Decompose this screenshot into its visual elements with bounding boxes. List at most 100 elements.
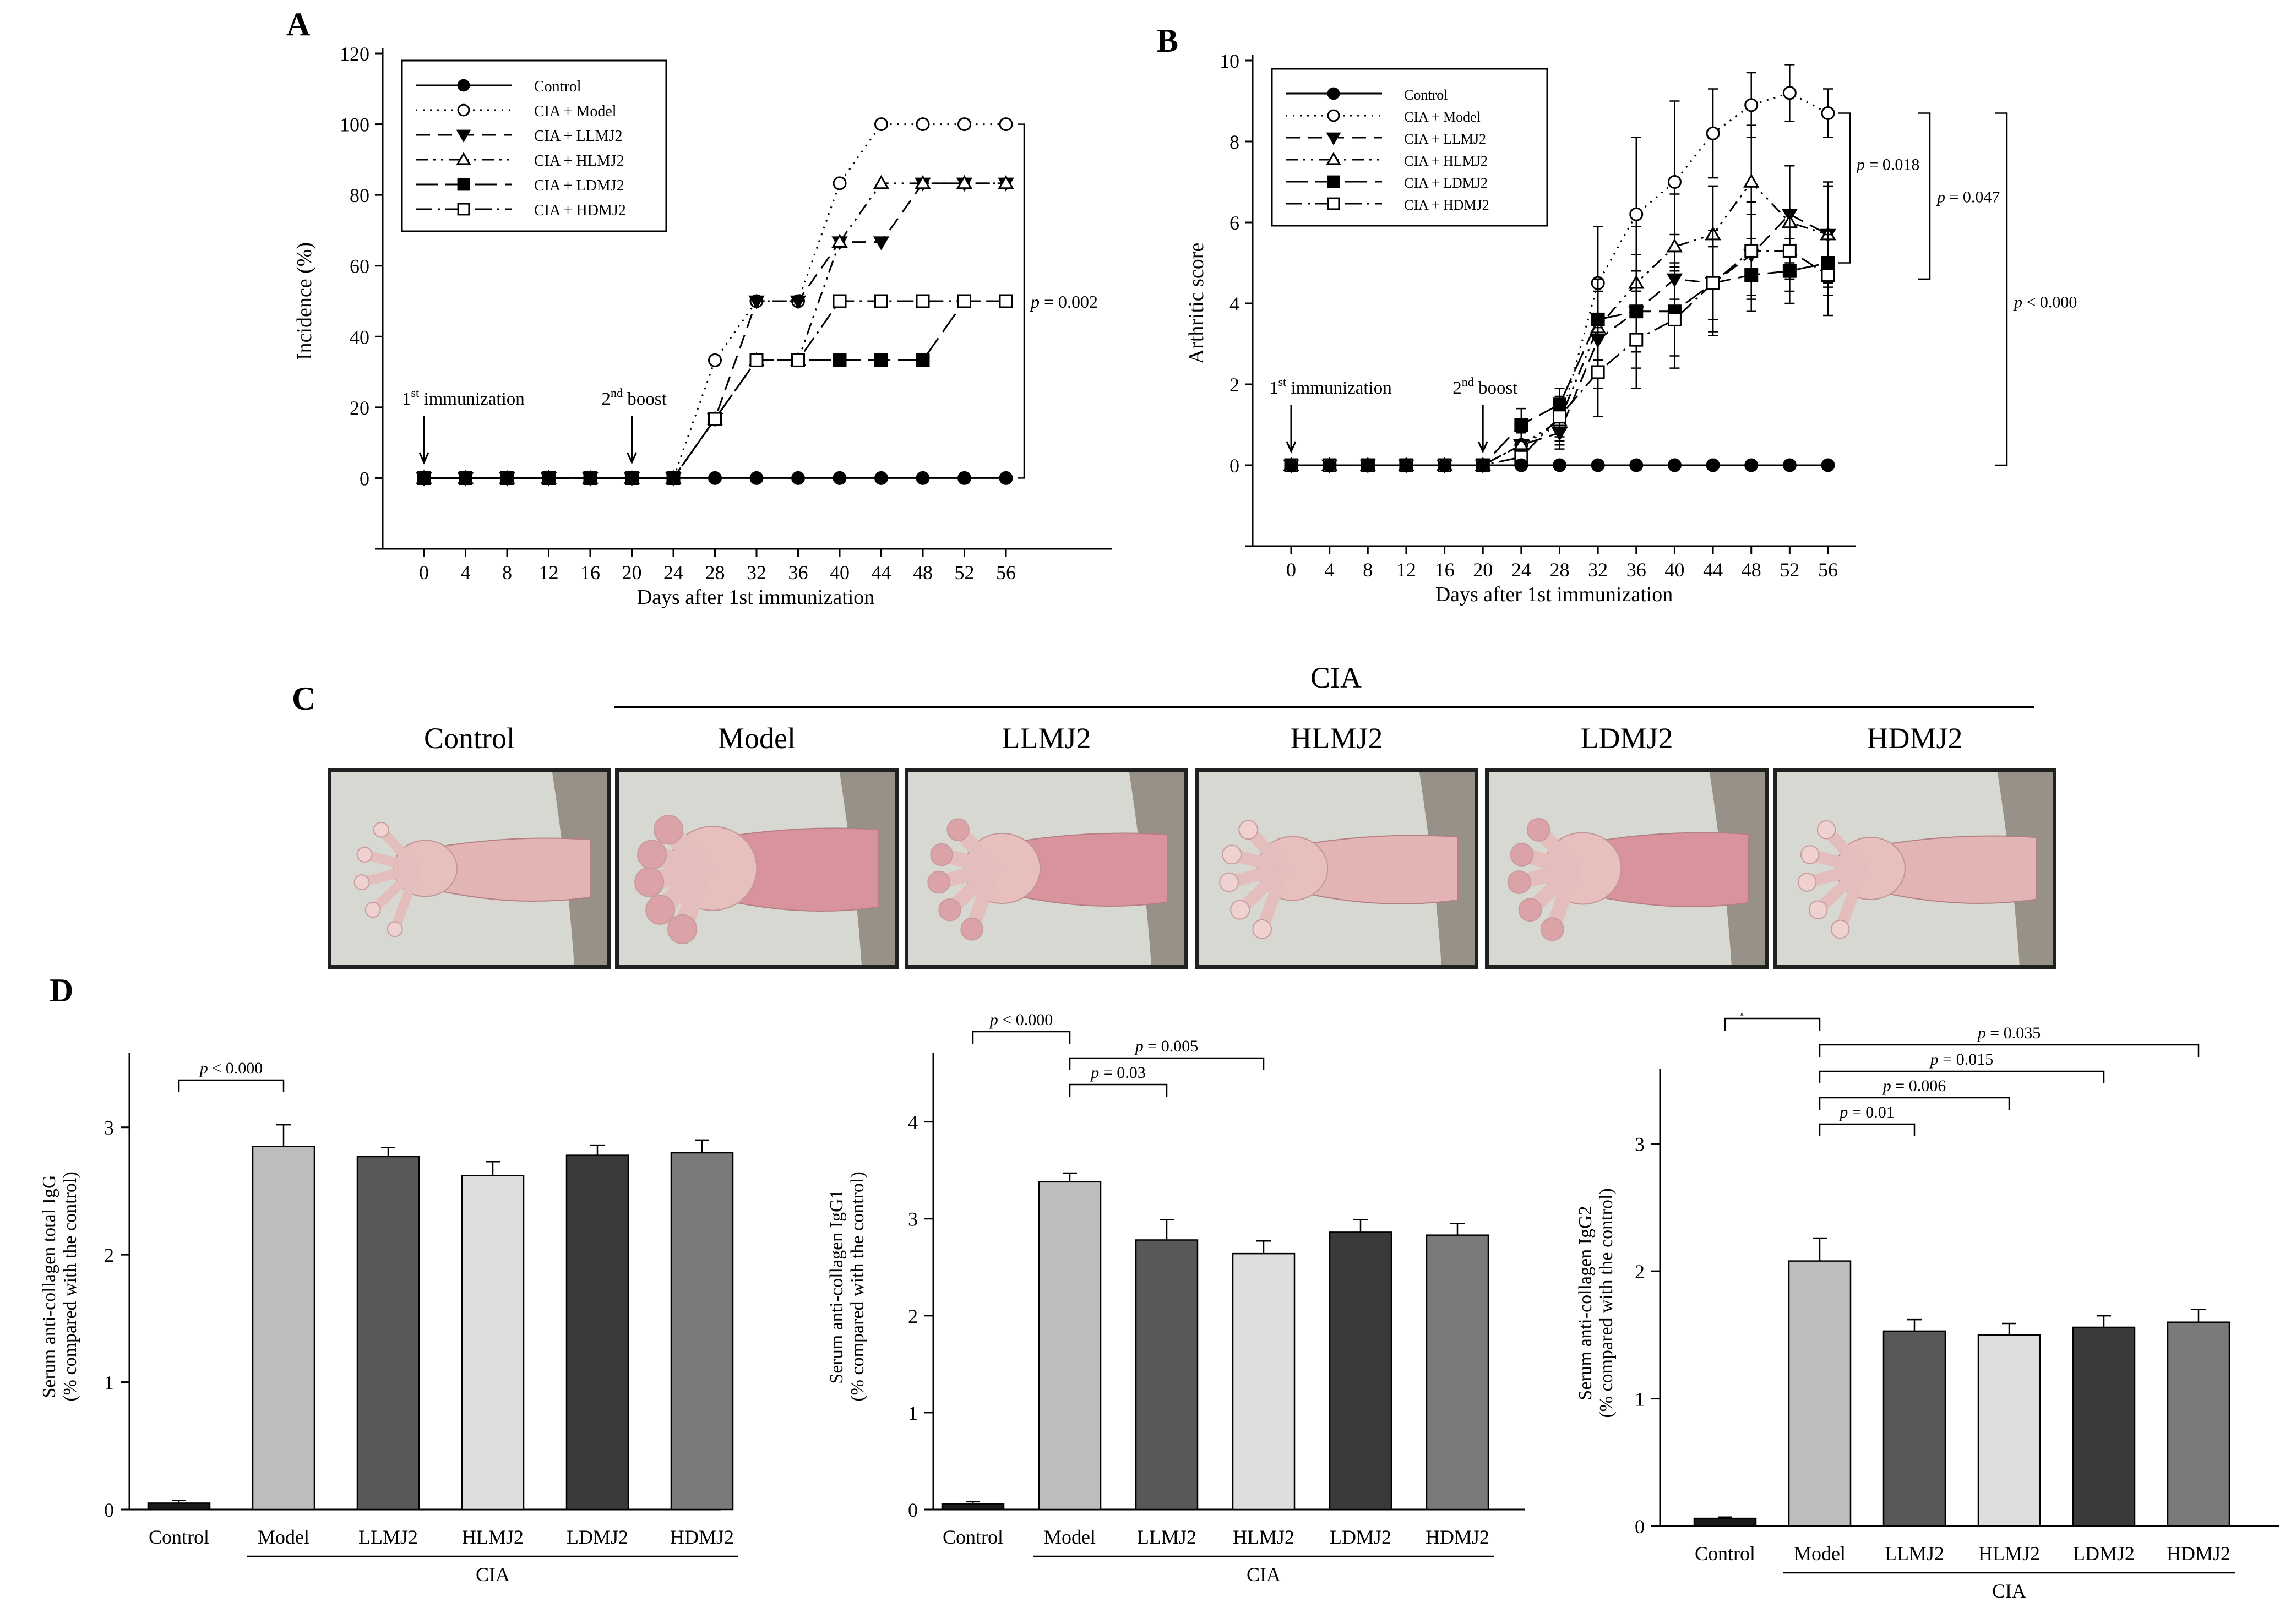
data-point xyxy=(999,117,1013,132)
y-tick-label: 3 xyxy=(104,1117,114,1139)
paw-group-label: LLMJ2 xyxy=(1002,722,1091,755)
x-tick-label: 40 xyxy=(1664,559,1684,581)
paw-illustration xyxy=(1777,772,2053,965)
data-point xyxy=(1706,126,1720,140)
x-tick-label: HLMJ2 xyxy=(1978,1543,2040,1565)
bar-model xyxy=(252,1124,315,1511)
toe-tip xyxy=(1219,872,1239,892)
paw-photo xyxy=(1195,768,1478,969)
second-boost-annotation: 2nd boost xyxy=(602,386,667,465)
toe-tip xyxy=(1540,917,1564,941)
paw-group-label: Control xyxy=(423,722,515,755)
data-point xyxy=(708,412,722,426)
data-point xyxy=(1399,458,1413,472)
x-tick-label: 28 xyxy=(705,562,725,584)
bar xyxy=(1329,1231,1392,1511)
y-tick-label: 10 xyxy=(1220,50,1239,72)
bar xyxy=(1882,1330,1946,1527)
y-tick-label: 3 xyxy=(1635,1134,1645,1156)
x-tick-label: HLMJ2 xyxy=(462,1526,524,1548)
y-tick-label: 2 xyxy=(1229,374,1239,396)
paw-illustration xyxy=(1489,772,1765,965)
data-point xyxy=(1323,458,1337,472)
x-tick-label: Control xyxy=(943,1526,1003,1548)
bar-llmj2 xyxy=(1882,1318,1946,1527)
x-tick-label: 52 xyxy=(1780,559,1799,581)
data-point xyxy=(1744,243,1759,258)
x-tick-label: 20 xyxy=(1473,559,1493,581)
y-axis-subtitle: (% compared with the control) xyxy=(847,1171,868,1401)
y-axis-title: Arthritic score xyxy=(1185,243,1208,364)
y-tick-label: 80 xyxy=(350,184,369,206)
data-point xyxy=(916,471,930,485)
legend-label: CIA + LDMJ2 xyxy=(1404,175,1488,191)
series-cia-hdmj2 xyxy=(1284,201,1835,472)
cia-group-label: CIA xyxy=(476,1563,510,1585)
x-tick-label: 32 xyxy=(747,562,766,584)
data-point xyxy=(748,295,765,310)
p-value-label: p = 0.015 xyxy=(1929,1050,1993,1069)
p-value-label: p = 0.01 xyxy=(1838,1103,1894,1121)
significance-bracket: p < 0.000 xyxy=(1724,1013,1821,1031)
significance-bracket: p = 0.005 xyxy=(1069,1037,1265,1070)
y-axis-title: Serum anti-collagen IgG1 xyxy=(826,1189,847,1383)
first-immunization-annotation: 1st immunization xyxy=(402,386,525,465)
data-point xyxy=(1284,458,1298,472)
toe xyxy=(390,863,422,934)
legend-marker xyxy=(1326,152,1341,165)
x-tick-label: 16 xyxy=(1435,559,1455,581)
x-tick-label: HDMJ2 xyxy=(2167,1543,2230,1565)
paw-illustration xyxy=(908,772,1184,965)
p-value-label: p = 0.005 xyxy=(1134,1037,1198,1055)
x-tick-label: LLMJ2 xyxy=(358,1526,418,1548)
x-tick-label: Model xyxy=(1794,1543,1846,1565)
legend-label: CIA + LLMJ2 xyxy=(534,128,622,145)
x-tick-label: Model xyxy=(1044,1526,1096,1548)
p-value-label: p = 0.035 xyxy=(1977,1024,2041,1042)
significance-bracket: p < 0.000 xyxy=(1995,112,2077,466)
bracket-line xyxy=(1018,123,1025,479)
data-point xyxy=(1666,238,1683,253)
y-tick-label: 1 xyxy=(104,1372,114,1394)
toe-tip xyxy=(927,870,950,894)
legend-label: CIA + HLMJ2 xyxy=(534,152,624,170)
bar xyxy=(2167,1321,2230,1527)
data-point xyxy=(999,471,1013,485)
data-point xyxy=(956,175,973,189)
bracket-line xyxy=(178,1079,285,1092)
first-immunization-label: 1st immunization xyxy=(1269,375,1392,398)
toe-tip xyxy=(637,840,667,870)
x-tick-label: 32 xyxy=(1588,559,1608,581)
data-point xyxy=(1743,173,1760,188)
bracket-line xyxy=(1069,1083,1168,1097)
legend-label: CIA + Model xyxy=(534,103,617,120)
y-tick-label: 0 xyxy=(104,1499,114,1521)
y-tick-label: 120 xyxy=(340,44,369,65)
panel-label-c: C xyxy=(292,680,316,717)
data-point xyxy=(583,471,597,485)
p-value-label: p < 0.000 xyxy=(2013,293,2077,311)
toe-tip xyxy=(1230,900,1250,920)
first-immunization-label: 1st immunization xyxy=(402,386,525,409)
leg xyxy=(430,837,591,902)
bar-control xyxy=(941,1501,1005,1511)
x-tick-label: 40 xyxy=(830,562,850,584)
x-tick-label: LDMJ2 xyxy=(2073,1543,2135,1565)
data-point xyxy=(1744,98,1759,112)
bar-ldmj2 xyxy=(1329,1219,1392,1511)
x-tick-label: 12 xyxy=(539,562,559,584)
bar-control xyxy=(1693,1516,1757,1527)
toe-tip xyxy=(1808,900,1828,919)
second-boost-label: 2nd boost xyxy=(1452,375,1517,398)
significance-bracket: p = 0.047 xyxy=(1918,112,2000,280)
data-point xyxy=(749,471,764,485)
bracket-line xyxy=(1819,1097,2010,1110)
x-tick-label: Control xyxy=(1695,1543,1755,1565)
legend-marker xyxy=(457,203,470,216)
data-point xyxy=(833,471,847,485)
x-axis-title: Days after 1st immunization xyxy=(637,586,875,609)
igg1-bar-chart: 0 1 2 3 4 Serum anti-collagen IgG1 (% compared… xyxy=(826,1013,1525,1585)
y-tick-label: 2 xyxy=(908,1305,918,1327)
x-tick-label: 4 xyxy=(1325,559,1335,581)
toe-tip xyxy=(634,867,665,897)
